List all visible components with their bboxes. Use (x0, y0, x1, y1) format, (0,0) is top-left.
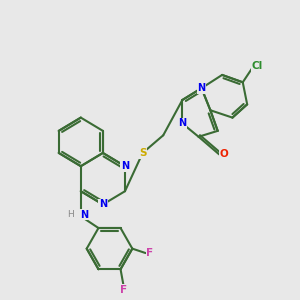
Text: F: F (120, 285, 127, 295)
Text: N: N (80, 210, 88, 220)
Text: N: N (178, 118, 187, 128)
Text: O: O (219, 149, 228, 159)
Text: Cl: Cl (252, 61, 263, 71)
Text: H: H (67, 210, 74, 219)
Text: N: N (99, 200, 107, 209)
Text: F: F (146, 248, 154, 258)
Text: N: N (121, 161, 129, 171)
Text: N: N (197, 83, 206, 93)
Text: S: S (139, 148, 146, 158)
